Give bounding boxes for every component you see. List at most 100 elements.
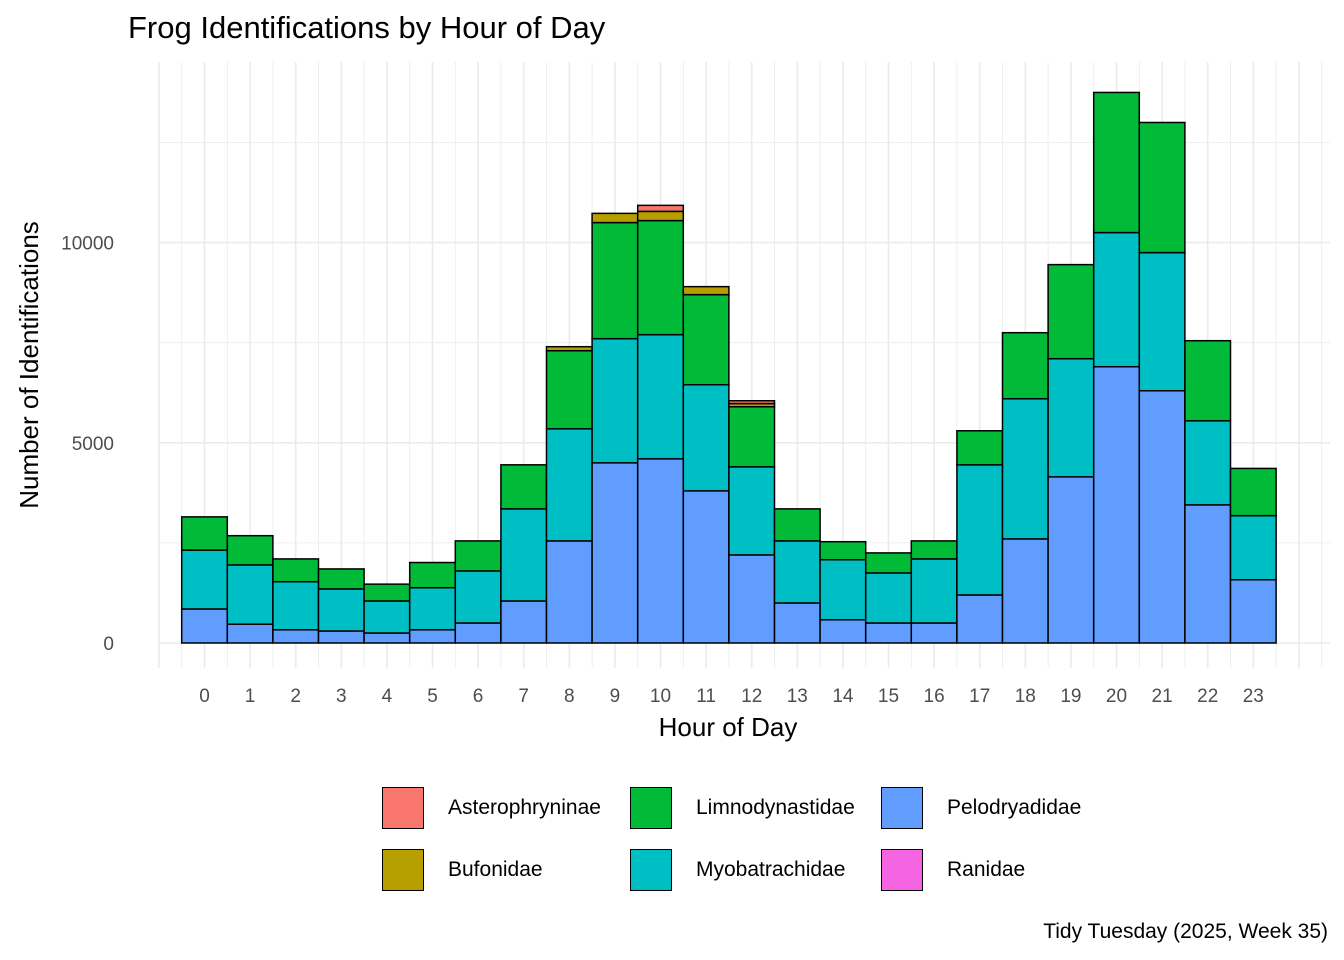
x-tick-label: 23	[1243, 686, 1264, 707]
bar-myobatrachidae-hour-19	[1047, 357, 1095, 478]
bar-limnodynastidae-hour-2	[272, 558, 320, 583]
bar-myobatrachidae-hour-18	[1001, 398, 1049, 540]
bar-asterophryninae-hour-10	[636, 204, 685, 213]
legend-item-bufonidae: Bufonidae	[382, 848, 543, 892]
bar-myobatrachidae-hour-15	[864, 572, 913, 624]
y-tick-label: 0	[103, 634, 114, 655]
x-tick-label: 22	[1197, 686, 1218, 707]
x-tick-label: 1	[245, 686, 256, 707]
y-tick-label: 10000	[61, 234, 114, 255]
x-tick-label: 6	[473, 686, 484, 707]
bar-myobatrachidae-hour-10	[636, 333, 685, 460]
bar-pelodryadidae-hour-11	[682, 490, 730, 644]
bar-myobatrachidae-hour-13	[773, 540, 821, 604]
bar-pelodryadidae-hour-4	[363, 632, 411, 644]
chart-title: Frog Identifications by Hour of Day	[128, 10, 606, 45]
x-tick-label: 20	[1106, 686, 1127, 707]
legend-label-bufonidae: Bufonidae	[448, 858, 543, 881]
bar-myobatrachidae-hour-0	[180, 549, 229, 610]
bar-pelodryadidae-hour-21	[1138, 389, 1186, 644]
x-tick-label: 2	[290, 686, 301, 707]
bar-pelodryadidae-hour-8	[545, 540, 593, 644]
bar-myobatrachidae-hour-11	[682, 383, 730, 492]
legend-label-ranidae: Ranidae	[947, 858, 1026, 881]
bar-pelodryadidae-hour-22	[1184, 504, 1232, 644]
bar-myobatrachidae-hour-21	[1138, 251, 1186, 392]
x-tick-label: 21	[1152, 686, 1173, 707]
bar-limnodynastidae-hour-13	[773, 508, 821, 542]
x-tick-label: 16	[924, 686, 945, 707]
x-axis-title: Hour of Day	[659, 712, 798, 742]
x-tick-labels: 0 1 2 3 4 5 6 7 8 9 10 11 12 13 14 15 16 17 18 19 20 21 22 23	[199, 686, 1264, 707]
bar-pelodryadidae-hour-3	[317, 630, 365, 644]
legend-label-myobatrachidae: Myobatrachidae	[696, 858, 846, 881]
bar-myobatrachidae-hour-23	[1229, 514, 1277, 581]
y-tick-labels: 0 5000 10000	[61, 234, 114, 655]
chart-caption: Tidy Tuesday (2025, Week 35)	[1043, 920, 1328, 943]
bar-pelodryadidae-hour-15	[864, 622, 913, 644]
y-tick-label: 5000	[72, 434, 114, 455]
bar-myobatrachidae-hour-2	[272, 580, 320, 631]
bar-limnodynastidae-hour-12	[728, 406, 776, 468]
bar-limnodynastidae-hour-8	[545, 349, 593, 430]
bar-myobatrachidae-hour-5	[408, 586, 457, 631]
bar-limnodynastidae-hour-11	[682, 293, 730, 386]
bar-pelodryadidae-hour-5	[408, 629, 457, 644]
bar-limnodynastidae-hour-15	[864, 552, 913, 574]
x-tick-label: 3	[336, 686, 347, 707]
x-tick-label: 19	[1060, 686, 1081, 707]
x-tick-label: 13	[787, 686, 808, 707]
x-tick-label: 12	[741, 686, 762, 707]
bar-limnodynastidae-hour-18	[1001, 331, 1049, 400]
x-tick-label: 7	[518, 686, 529, 707]
legend-key-ranidae	[881, 849, 923, 891]
bar-myobatrachidae-hour-1	[226, 564, 274, 625]
bar-myobatrachidae-hour-20	[1092, 231, 1141, 368]
bar-myobatrachidae-hour-12	[728, 466, 776, 556]
legend-item-ranidae: Ranidae	[881, 848, 1025, 892]
bar-bufonidae-hour-8	[545, 345, 593, 352]
bar-limnodynastidae-hour-3	[317, 568, 365, 590]
legend-item-asterophryninae: Asterophryninae	[382, 786, 601, 830]
x-tick-label: 10	[650, 686, 671, 707]
bar-limnodynastidae-hour-14	[819, 540, 867, 561]
legend-label-limnodynastidae: Limnodynastidae	[696, 796, 855, 819]
legend-item-myobatrachidae: Myobatrachidae	[630, 848, 845, 892]
legend: Asterophryninae Bufonidae Limnodynastida…	[382, 786, 1142, 896]
legend-label-asterophryninae: Asterophryninae	[448, 796, 601, 819]
bar-pelodryadidae-hour-13	[773, 602, 821, 644]
bar-limnodynastidae-hour-7	[500, 464, 548, 510]
bar-pelodryadidae-hour-0	[180, 608, 229, 644]
bar-limnodynastidae-hour-1	[226, 534, 274, 566]
bar-limnodynastidae-hour-22	[1184, 339, 1232, 422]
x-tick-label: 14	[832, 686, 854, 707]
x-tick-label: 8	[564, 686, 575, 707]
bar-myobatrachidae-hour-8	[545, 428, 593, 542]
bar-limnodynastidae-hour-20	[1092, 91, 1141, 234]
legend-key-asterophryninae	[382, 787, 424, 829]
bar-myobatrachidae-hour-9	[591, 337, 639, 464]
bar-pelodryadidae-hour-17	[956, 594, 1004, 644]
bar-pelodryadidae-hour-18	[1001, 538, 1049, 644]
legend-key-limnodynastidae	[630, 787, 672, 829]
bar-bufonidae-hour-11	[682, 285, 730, 296]
bar-limnodynastidae-hour-19	[1047, 263, 1095, 360]
legend-label-pelodryadidae: Pelodryadidae	[947, 796, 1082, 819]
bar-limnodynastidae-hour-17	[956, 430, 1004, 466]
x-tick-label: 15	[878, 686, 899, 707]
bar-pelodryadidae-hour-14	[819, 619, 867, 644]
bar-pelodryadidae-hour-9	[591, 462, 639, 644]
x-tick-label: 17	[969, 686, 990, 707]
bar-bufonidae-hour-9	[591, 212, 639, 224]
bar-pelodryadidae-hour-6	[454, 622, 502, 644]
bar-myobatrachidae-hour-7	[500, 508, 548, 602]
bar-myobatrachidae-hour-6	[454, 570, 502, 624]
bar-limnodynastidae-hour-9	[591, 221, 639, 340]
bar-pelodryadidae-hour-23	[1229, 578, 1277, 644]
legend-item-limnodynastidae: Limnodynastidae	[630, 786, 855, 830]
bar-bufonidae-hour-10	[636, 210, 685, 222]
bar-myobatrachidae-hour-3	[317, 588, 365, 632]
x-tick-label: 5	[427, 686, 438, 707]
bar-myobatrachidae-hour-22	[1184, 420, 1232, 506]
